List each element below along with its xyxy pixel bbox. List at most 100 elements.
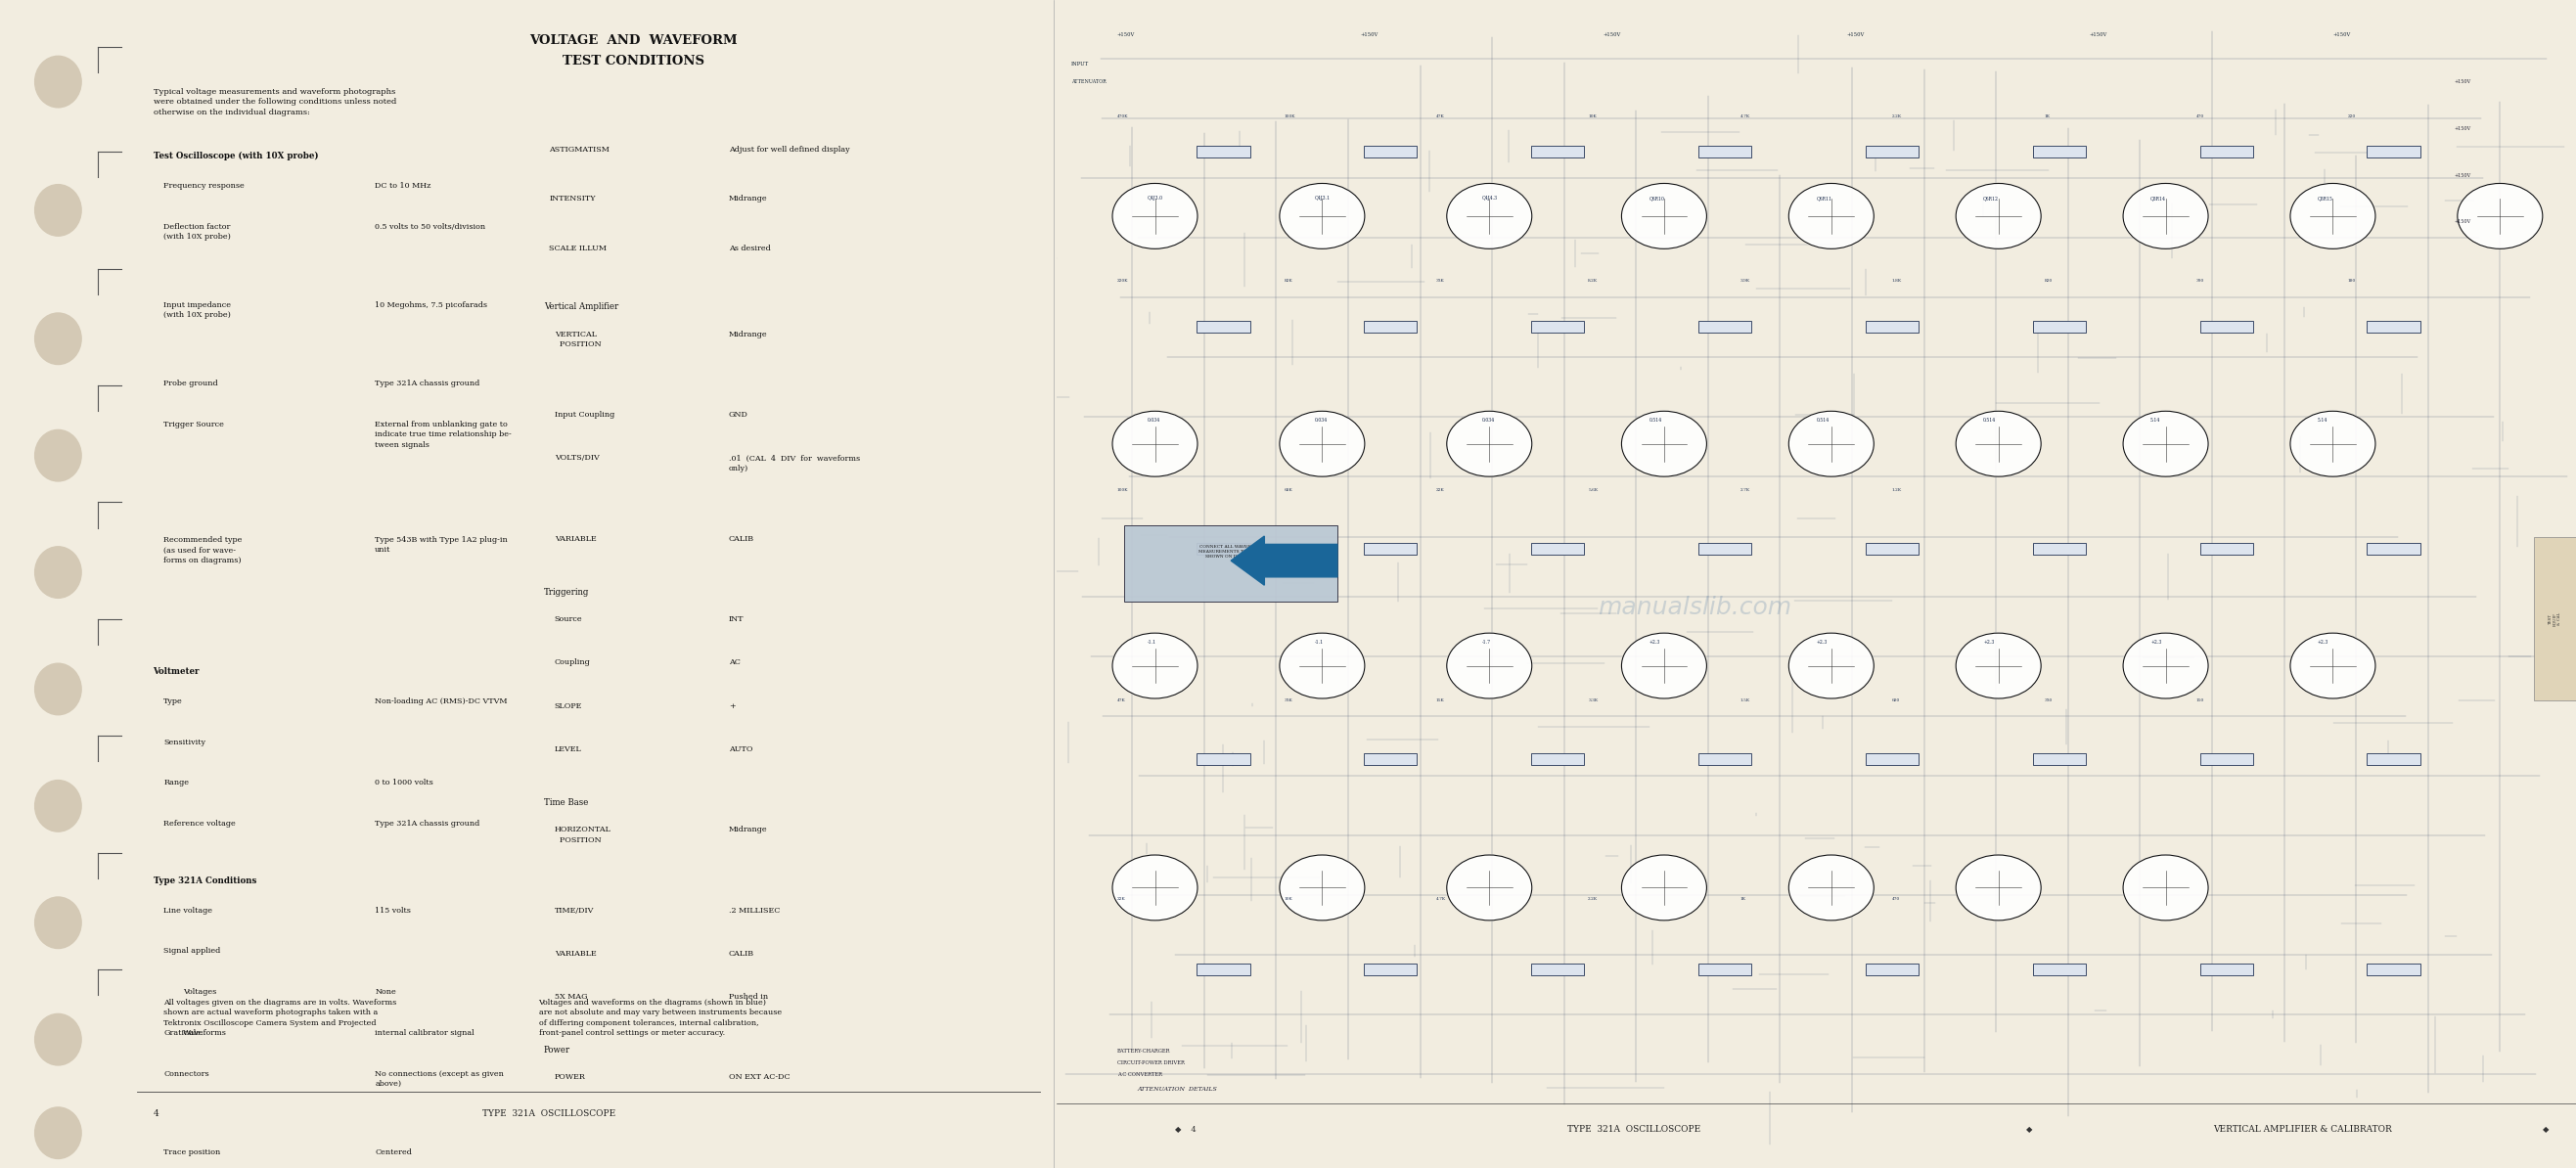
Text: CONNECT ALL WAVEFORM
MEASUREMENTS TO POINT
SHOWN ON DIAGRAM: CONNECT ALL WAVEFORM MEASUREMENTS TO POI…	[1198, 545, 1262, 558]
Circle shape	[1788, 411, 1873, 477]
Bar	[2200, 146, 2254, 158]
Circle shape	[1448, 855, 1533, 920]
Circle shape	[1113, 411, 1198, 477]
Bar	[1363, 146, 1417, 158]
Text: 220K: 220K	[1118, 278, 1128, 283]
Text: .01  (CAL  4  DIV  for  waveforms
only): .01 (CAL 4 DIV for waveforms only)	[729, 454, 860, 472]
Text: 390: 390	[2195, 278, 2205, 283]
Circle shape	[36, 56, 82, 107]
Text: 33K: 33K	[1283, 698, 1293, 703]
Bar	[1198, 146, 1249, 158]
Circle shape	[1620, 183, 1708, 249]
Text: Signal applied: Signal applied	[165, 947, 222, 955]
Text: No connections (except as given
above): No connections (except as given above)	[376, 1070, 505, 1087]
Text: Source: Source	[554, 616, 582, 624]
Bar	[1363, 964, 1417, 975]
Bar	[1530, 321, 1584, 333]
Text: TYPE  321A  OSCILLOSCOPE: TYPE 321A OSCILLOSCOPE	[1566, 1125, 1700, 1134]
Text: INT: INT	[729, 616, 744, 624]
Text: 0 to 1000 volts: 0 to 1000 volts	[376, 779, 433, 787]
Circle shape	[1955, 855, 2040, 920]
Text: 0.514: 0.514	[1984, 418, 1996, 423]
Text: Range: Range	[165, 779, 188, 787]
Text: +150V: +150V	[1118, 33, 1136, 37]
Text: 47K: 47K	[1118, 698, 1126, 703]
Text: VARIABLE: VARIABLE	[554, 535, 595, 543]
Text: 1K: 1K	[1741, 897, 1747, 902]
Text: 0.034: 0.034	[1146, 418, 1159, 423]
Bar	[1698, 543, 1752, 555]
Bar	[1865, 753, 1919, 765]
Text: 0.514: 0.514	[1816, 418, 1829, 423]
Text: SCALE ILLUM: SCALE ILLUM	[549, 244, 608, 252]
Text: Q6R12: Q6R12	[1984, 196, 1999, 201]
Text: TIME/DIV: TIME/DIV	[554, 906, 595, 915]
Text: BATTERY-CHARGER: BATTERY-CHARGER	[1118, 1049, 1170, 1054]
Text: 5.14: 5.14	[2151, 418, 2161, 423]
Text: INTENSITY: INTENSITY	[549, 195, 595, 203]
Text: GND: GND	[729, 411, 747, 419]
Bar	[1530, 964, 1584, 975]
Circle shape	[1448, 183, 1533, 249]
Text: 4: 4	[1185, 1126, 1195, 1133]
Text: 82K: 82K	[1283, 278, 1293, 283]
Circle shape	[36, 780, 82, 832]
Text: INPUT: INPUT	[1072, 62, 1090, 67]
Circle shape	[2123, 855, 2208, 920]
Circle shape	[36, 897, 82, 948]
Text: AUTO: AUTO	[729, 745, 752, 753]
Text: -1.1: -1.1	[1146, 640, 1157, 645]
Text: LEVEL: LEVEL	[554, 745, 582, 753]
Circle shape	[36, 430, 82, 481]
Text: Connectors: Connectors	[165, 1070, 209, 1078]
Text: ◆: ◆	[2025, 1125, 2032, 1134]
Text: Q6R10: Q6R10	[1649, 196, 1664, 201]
Text: Frequency response: Frequency response	[165, 182, 245, 190]
Bar	[2032, 964, 2087, 975]
Text: 47K: 47K	[1437, 114, 1445, 119]
Bar	[1698, 146, 1752, 158]
Text: 33K: 33K	[1437, 278, 1445, 283]
Text: 470: 470	[1891, 897, 1901, 902]
Text: +150V: +150V	[2334, 33, 2352, 37]
Text: +2.3: +2.3	[2151, 640, 2161, 645]
Text: VARIABLE: VARIABLE	[554, 950, 595, 958]
Text: 115 volts: 115 volts	[376, 906, 412, 915]
Circle shape	[1788, 183, 1873, 249]
Text: Typical voltage measurements and waveform photographs
were obtained under the fo: Typical voltage measurements and wavefor…	[152, 88, 397, 117]
Bar	[1698, 753, 1752, 765]
Text: DC to 10 MHz: DC to 10 MHz	[376, 182, 430, 190]
Text: ATTENUATOR: ATTENUATOR	[1072, 79, 1105, 84]
Text: 8.2K: 8.2K	[1587, 278, 1597, 283]
Circle shape	[1955, 633, 2040, 698]
Circle shape	[2123, 633, 2208, 698]
Text: ON EXT AC-DC: ON EXT AC-DC	[729, 1073, 791, 1082]
Text: Sensitivity: Sensitivity	[165, 738, 206, 746]
Text: Trace position: Trace position	[165, 1148, 222, 1156]
Text: 1K: 1K	[2045, 114, 2050, 119]
Text: Type: Type	[165, 697, 183, 705]
Text: 15K: 15K	[1437, 698, 1445, 703]
Text: None: None	[376, 988, 397, 996]
Text: Voltages and waveforms on the diagrams (shown in blue)
are not absolute and may : Voltages and waveforms on the diagrams (…	[538, 999, 781, 1037]
Text: +150V: +150V	[1360, 33, 1378, 37]
Circle shape	[1955, 183, 2040, 249]
Circle shape	[1448, 411, 1533, 477]
Circle shape	[2290, 633, 2375, 698]
Text: 330: 330	[2045, 698, 2053, 703]
Text: Q4J3.0: Q4J3.0	[1146, 196, 1162, 201]
Bar	[1698, 321, 1752, 333]
Text: ATTENUATION  DETAILS: ATTENUATION DETAILS	[1139, 1087, 1218, 1092]
Text: +2.3: +2.3	[2318, 640, 2329, 645]
Circle shape	[1955, 411, 2040, 477]
Text: 0.514: 0.514	[1649, 418, 1662, 423]
Bar	[2032, 753, 2087, 765]
Text: Q4J3.1: Q4J3.1	[1314, 196, 1329, 201]
Text: Input Coupling: Input Coupling	[554, 411, 616, 419]
Bar	[1198, 543, 1249, 555]
Text: 4: 4	[152, 1110, 160, 1119]
Text: +150V: +150V	[2089, 33, 2107, 37]
Text: 68K: 68K	[1283, 488, 1293, 493]
Text: External from unblanking gate to
indicate true time relationship be-
tween signa: External from unblanking gate to indicat…	[376, 420, 513, 449]
Text: .2 MILLISEC: .2 MILLISEC	[729, 906, 781, 915]
